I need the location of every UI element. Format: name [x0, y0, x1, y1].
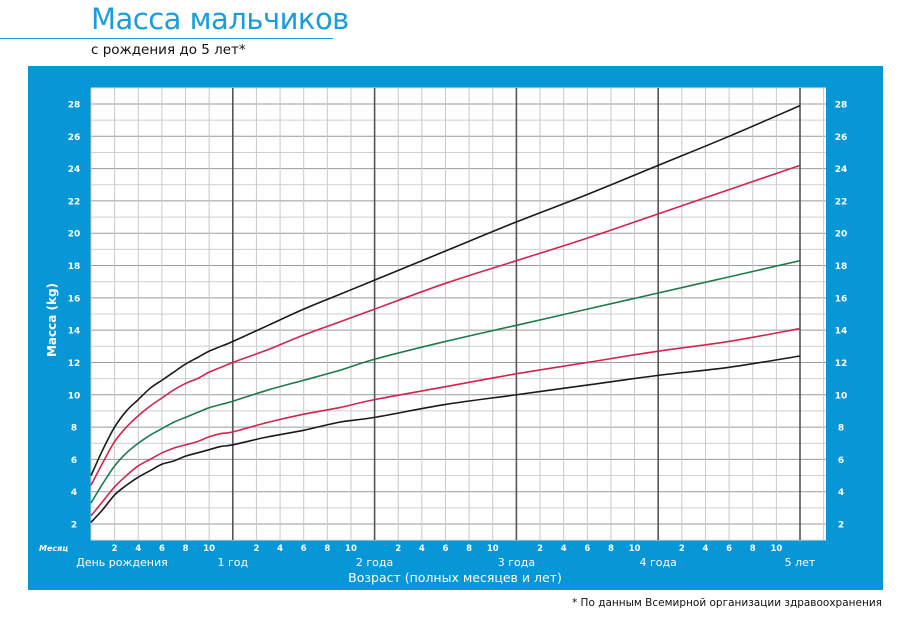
curve-minus2sd	[90, 327, 801, 517]
y-tick-left: 24	[68, 165, 81, 175]
y-tick-right: 28	[835, 101, 848, 111]
y-tick-right: 20	[835, 230, 848, 240]
y-tick-left: 12	[68, 359, 81, 369]
y-tick-left: 14	[68, 327, 81, 337]
x-month-tick: 4	[561, 544, 567, 554]
month-unit-label: Месяц	[39, 544, 68, 553]
x-month-tick: 6	[159, 544, 165, 554]
x-month-tick: 8	[183, 544, 189, 554]
x-month-tick: 4	[277, 544, 283, 554]
x-axis-label: Возраст (полных месяцев и лет)	[348, 570, 562, 585]
y-tick-right: 12	[835, 359, 848, 369]
y-tick-left: 26	[68, 133, 81, 143]
y-tick-left: 8	[71, 424, 77, 434]
grid-lines	[90, 87, 826, 541]
y-tick-left: 6	[71, 456, 77, 466]
x-year-label: 3 года	[498, 556, 535, 569]
x-month-tick: 2	[537, 544, 543, 554]
curve-plus3sd	[90, 104, 801, 476]
y-tick-left: 28	[68, 101, 81, 111]
y-tick-left: 10	[68, 391, 81, 401]
y-tick-right: 24	[835, 165, 848, 175]
x-month-tick: 4	[703, 544, 709, 554]
x-month-tick: 10	[770, 544, 782, 554]
x-month-tick: 6	[726, 544, 732, 554]
x-month-tick: 2	[253, 544, 259, 554]
y-tick-left: 20	[68, 230, 81, 240]
x-year-label: 2 года	[356, 556, 393, 569]
x-month-tick: 10	[203, 544, 215, 554]
x-month-tick: 10	[487, 544, 499, 554]
x-year-label: День рождения	[76, 556, 168, 569]
x-month-tick: 8	[324, 544, 330, 554]
y-tick-left: 18	[68, 262, 81, 272]
y-axis-label: Масса (kg)	[45, 283, 59, 357]
y-tick-right: 2	[838, 521, 844, 531]
y-tick-left: 2	[71, 521, 77, 531]
x-month-tick: 4	[135, 544, 141, 554]
y-tick-right: 22	[835, 197, 848, 207]
x-year-label: 4 года	[640, 556, 677, 569]
x-month-tick: 2	[679, 544, 685, 554]
x-month-tick: 6	[584, 544, 590, 554]
y-tick-right: 26	[835, 133, 848, 143]
x-year-label: 5 лет	[785, 556, 816, 569]
curve-plus2sd	[90, 164, 801, 486]
y-tick-right: 18	[835, 262, 848, 272]
x-month-tick: 10	[345, 544, 357, 554]
x-year-label: 1 год	[217, 556, 248, 569]
y-tick-right: 4	[838, 488, 844, 498]
y-tick-right: 10	[835, 391, 848, 401]
y-tick-right: 8	[838, 424, 844, 434]
curve-median	[90, 259, 801, 504]
y-tick-left: 16	[68, 294, 81, 304]
page-subtitle: с рождения до 5 лет*	[91, 42, 246, 58]
x-month-tick: 2	[395, 544, 401, 554]
page-title: Масса мальчиков	[91, 2, 349, 36]
x-month-tick: 8	[608, 544, 614, 554]
y-tick-left: 4	[71, 488, 77, 498]
y-tick-right: 14	[835, 327, 848, 337]
source-footnote: * По данным Всемирной организации здраво…	[571, 597, 882, 609]
x-month-tick: 6	[301, 544, 307, 554]
x-month-tick: 4	[419, 544, 425, 554]
curve-minus3sd	[90, 355, 801, 523]
x-month-tick: 10	[629, 544, 641, 554]
title-underline	[0, 38, 333, 39]
y-tick-right: 16	[835, 294, 848, 304]
growth-curves	[90, 104, 801, 523]
x-month-tick: 2	[112, 544, 118, 554]
y-tick-right: 6	[838, 456, 844, 466]
x-month-tick: 8	[750, 544, 756, 554]
x-month-tick: 6	[443, 544, 449, 554]
x-month-tick: 8	[466, 544, 472, 554]
y-tick-left: 22	[68, 197, 81, 207]
